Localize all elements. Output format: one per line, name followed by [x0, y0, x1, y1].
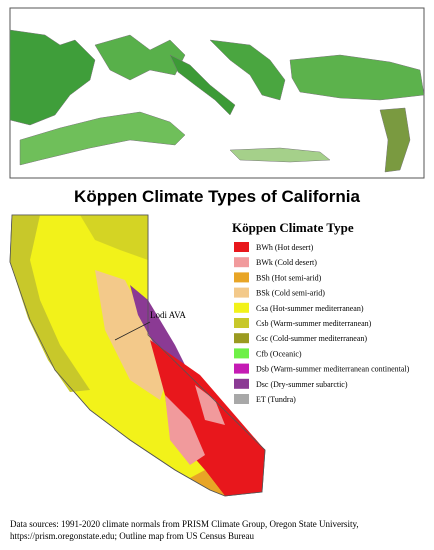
legend: BWh (Hot desert) BWk (Cold desert) BSh (Ho…: [234, 242, 410, 404]
legend-swatch: [234, 394, 249, 404]
legend-label: BWh (Hot desert): [256, 243, 314, 252]
legend-label: Dsb (Warm-summer mediterranean continent…: [256, 365, 410, 374]
legend-swatch: [234, 272, 249, 283]
legend-swatch: [234, 318, 249, 328]
legend-swatch: [234, 363, 249, 374]
mediterranean-map: [9, 7, 425, 179]
legend-label: Cfb (Oceanic): [256, 349, 302, 358]
source-line: Data sources: 1991-2020 climate normals …: [10, 519, 359, 529]
legend-label: Csb (Warm-summer mediterranean): [256, 319, 372, 328]
california-map: [9, 214, 266, 497]
legend-label: Dsc (Dry-summer subarctic): [256, 380, 348, 389]
legend-label: ET (Tundra): [256, 395, 296, 404]
legend-swatch: [234, 333, 249, 344]
legend-label: BWk (Cold desert): [256, 258, 317, 267]
legend-swatch: [234, 378, 249, 389]
map-title: Köppen Climate Types of California: [74, 187, 360, 206]
legend-swatch: [234, 287, 249, 298]
legend-swatch: [234, 302, 249, 313]
legend-label: Csa (Hot-summer mediterranean): [256, 304, 364, 313]
legend-label: BSk (Cold semi-arid): [256, 289, 325, 298]
legend-swatch: [234, 348, 249, 359]
source-line: https://prism.oregonstate.edu; Outline m…: [10, 531, 254, 541]
legend-label: BSh (Hot semi-arid): [256, 273, 322, 282]
legend-title: Köppen Climate Type: [232, 220, 354, 235]
map-annotation: Lodi AVA: [150, 310, 186, 320]
legend-label: Csc (Cold-summer mediterranean): [256, 334, 367, 343]
legend-swatch: [234, 242, 249, 252]
legend-swatch: [234, 257, 249, 268]
